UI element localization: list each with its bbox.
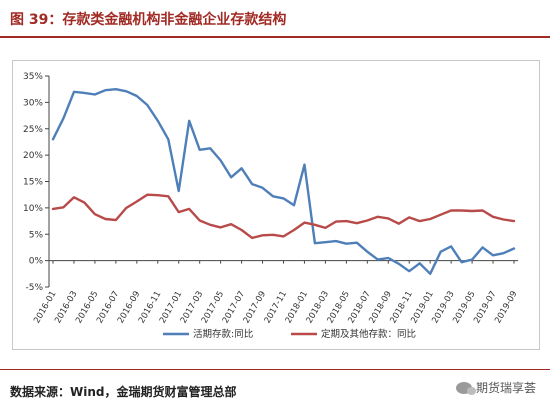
y-tick-label: 30% — [23, 98, 43, 108]
line-chart: -5%0%5%10%15%20%25%30%35%2016-012016-032… — [23, 72, 520, 340]
y-tick-label: -5% — [25, 283, 43, 293]
source-note: 数据来源：Wind，金瑞期货财富管理总部 — [10, 385, 237, 399]
legend-label: 定期及其他存款：同比 — [321, 328, 416, 340]
title-divider — [0, 36, 550, 38]
watermark-text: 期货瑞享荟 — [475, 381, 536, 395]
series-line-2 — [51, 193, 516, 240]
wechat-icon — [455, 381, 476, 395]
y-tick-label: 15% — [23, 178, 43, 188]
legend-label: 活期存款:同比 — [193, 328, 253, 340]
figure-title: 图 39：存款类金融机构非金融企业存款结构 — [10, 12, 287, 28]
y-tick-label: 25% — [23, 125, 43, 135]
y-tick-label: 10% — [23, 204, 43, 214]
footer-divider — [0, 369, 550, 370]
chart-frame: -5% 0% 5% 10% 15% 20% 25% 30% 35% 2016-01 2016-03 2… — [12, 60, 540, 350]
y-tick-label: 35% — [23, 72, 43, 82]
series-line-1 — [51, 88, 516, 276]
y-tick-label: 0% — [29, 257, 44, 267]
y-tick-label: 20% — [23, 151, 43, 161]
watermark: 期货瑞享荟 — [455, 379, 536, 396]
y-tick-label: 5% — [29, 230, 44, 240]
